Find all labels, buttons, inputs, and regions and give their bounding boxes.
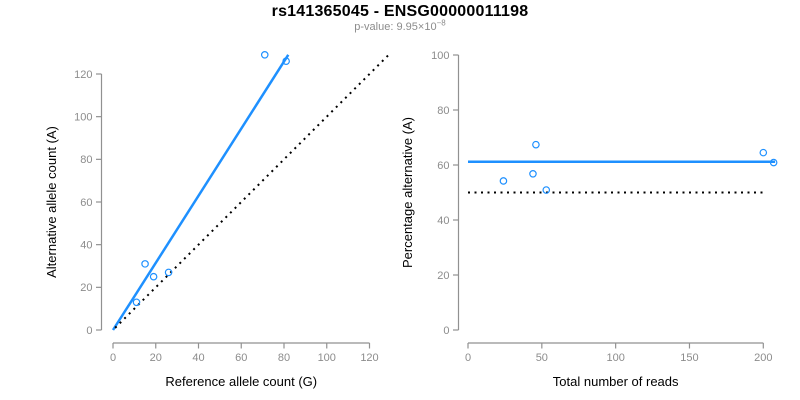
pvalue-prefix: p-value: xyxy=(354,21,397,33)
y-tick-label: 20 xyxy=(80,282,92,294)
identity-line xyxy=(114,51,392,329)
x-tick-label: 120 xyxy=(360,352,378,364)
data-point xyxy=(164,268,173,277)
x-tick-label: 100 xyxy=(318,352,336,364)
y-tick-label: 120 xyxy=(74,69,92,81)
data-point xyxy=(260,50,269,59)
data-point xyxy=(529,170,537,178)
x-tick-label: 200 xyxy=(754,352,772,364)
data-point xyxy=(282,57,290,66)
x-tick-label: 40 xyxy=(192,352,204,364)
x-tick-label: 50 xyxy=(536,352,548,364)
x-tick-label: 0 xyxy=(110,352,116,364)
pvalue-times-sign: × xyxy=(417,21,425,33)
data-point xyxy=(542,186,551,194)
data-point xyxy=(141,260,149,268)
y-tick-label: 60 xyxy=(437,160,449,172)
data-point xyxy=(769,158,778,167)
data-point xyxy=(149,272,158,281)
data-point xyxy=(532,140,540,149)
y-tick-label: 100 xyxy=(74,112,92,124)
x-tick-label: 0 xyxy=(465,352,471,364)
pvalue-exponent: −8 xyxy=(436,18,446,28)
data-point xyxy=(499,177,508,185)
pvalue-base: 10 xyxy=(424,21,437,33)
y-axis-title: Alternative allele count (A) xyxy=(44,126,59,278)
x-axis-title: Reference allele count (G) xyxy=(165,374,317,389)
y-tick-label: 80 xyxy=(80,154,92,166)
x-tick-label: 20 xyxy=(150,352,162,364)
x-axis-title: Total number of reads xyxy=(553,374,679,389)
y-tick-label: 40 xyxy=(80,240,92,252)
pvalue-subtitle: p-value: 9.95×10−8 xyxy=(0,18,800,33)
data-point xyxy=(132,298,141,307)
y-tick-label: 60 xyxy=(80,197,92,209)
y-tick-label: 100 xyxy=(431,50,449,62)
y-tick-label: 40 xyxy=(437,215,449,227)
data-point xyxy=(759,148,768,157)
y-axis-title: Percentage alternative (A) xyxy=(400,117,415,268)
x-tick-label: 150 xyxy=(680,352,698,364)
x-tick-label: 100 xyxy=(606,352,624,364)
x-tick-label: 60 xyxy=(235,352,247,364)
y-tick-label: 0 xyxy=(443,325,449,337)
y-tick-label: 0 xyxy=(86,325,92,337)
fit-line xyxy=(111,54,290,331)
pvalue-mantissa: 9.95 xyxy=(396,21,418,33)
x-tick-label: 80 xyxy=(278,352,290,364)
y-tick-label: 20 xyxy=(437,270,449,282)
y-tick-label: 80 xyxy=(437,105,449,117)
page-title: rs141365045 - ENSG00000011198 xyxy=(271,3,529,20)
